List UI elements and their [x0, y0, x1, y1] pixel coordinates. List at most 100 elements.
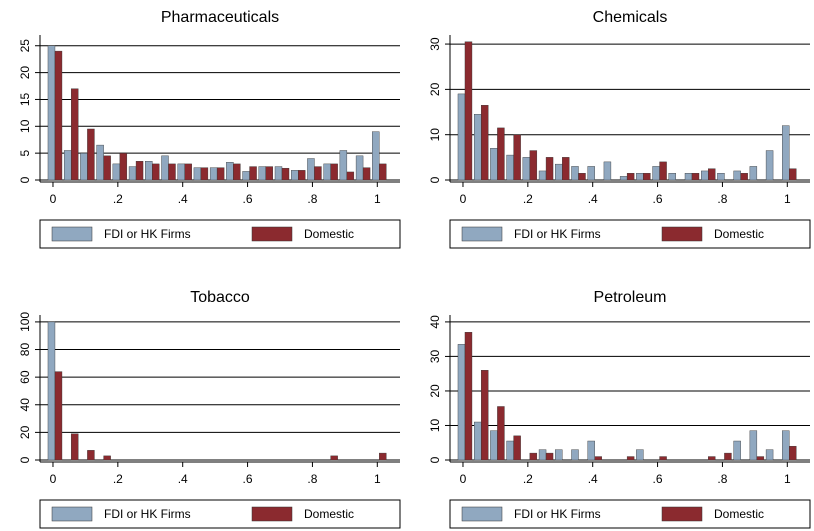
bar — [379, 452, 387, 461]
bar — [473, 421, 482, 461]
bar — [135, 161, 144, 181]
y-tick-label: 0 — [428, 456, 442, 463]
bar — [372, 131, 380, 181]
y-tick-label: 10 — [18, 119, 32, 133]
bar — [464, 332, 473, 461]
bar — [330, 455, 338, 461]
bar — [355, 155, 364, 181]
bar — [756, 456, 765, 461]
bar — [184, 163, 192, 181]
y-tick-label: 80 — [18, 343, 32, 357]
bar — [87, 450, 95, 461]
bar — [636, 449, 644, 461]
x-tick-label: .8 — [717, 472, 727, 486]
bar — [193, 167, 202, 181]
y-tick-label: 0 — [428, 176, 442, 183]
bar — [545, 157, 554, 181]
chart-title: Petroleum — [594, 289, 667, 306]
x-tick-label: .8 — [717, 192, 727, 206]
bar — [103, 455, 111, 461]
bar — [571, 449, 579, 461]
bar — [330, 163, 338, 181]
x-tick-label: 1 — [374, 472, 381, 486]
bar — [314, 166, 322, 181]
bar — [782, 125, 790, 181]
bar — [473, 114, 482, 181]
y-tick-label: 30 — [428, 37, 442, 51]
bar — [740, 173, 748, 181]
bar — [281, 167, 290, 181]
bar — [291, 170, 299, 181]
x-tick-label: .6 — [243, 472, 253, 486]
legend-label: FDI or HK Firms — [514, 507, 601, 521]
legend-box — [449, 219, 811, 249]
bar — [47, 321, 56, 461]
bar — [733, 170, 741, 181]
bar — [258, 166, 266, 181]
x-tick-label: .8 — [307, 192, 317, 206]
y-tick-label: 20 — [428, 82, 442, 96]
bar — [96, 144, 104, 181]
bar — [636, 173, 644, 181]
bar — [506, 440, 514, 461]
x-tick-label: .4 — [178, 192, 188, 206]
bar — [200, 167, 209, 181]
bar — [168, 163, 176, 181]
bar — [80, 152, 88, 181]
bar — [529, 452, 538, 461]
bar — [555, 449, 563, 461]
legend-swatch — [251, 226, 293, 242]
y-tick-label: 20 — [428, 384, 442, 398]
bar — [233, 163, 241, 181]
bar — [562, 157, 570, 181]
x-tick-label: 1 — [784, 472, 791, 486]
legend-swatch — [251, 506, 293, 522]
bar — [626, 456, 635, 461]
x-tick-label: .2 — [113, 192, 123, 206]
y-tick-label: 10 — [428, 418, 442, 432]
bar — [307, 158, 315, 181]
y-tick-label: 5 — [18, 149, 32, 156]
bar — [216, 167, 225, 181]
bar — [209, 167, 218, 181]
y-tick-label: 30 — [428, 349, 442, 363]
bar — [346, 171, 355, 181]
bar — [529, 150, 538, 181]
legend-label: FDI or HK Firms — [104, 507, 191, 521]
bar — [765, 150, 774, 181]
bar — [765, 449, 774, 461]
y-tick-label: 15 — [18, 92, 32, 106]
x-tick-label: .4 — [178, 472, 188, 486]
bar — [733, 440, 741, 461]
x-tick-label: .2 — [113, 472, 123, 486]
bar — [691, 173, 700, 181]
legend-label: Domestic — [304, 507, 354, 521]
chart-title: Tobacco — [190, 289, 250, 306]
x-tick-label: .4 — [588, 472, 598, 486]
x-tick-label: 1 — [374, 192, 381, 206]
bar — [587, 440, 595, 461]
x-tick-label: 0 — [50, 192, 57, 206]
bar — [513, 435, 521, 461]
legend-label: Domestic — [714, 227, 764, 241]
bar — [782, 430, 790, 461]
bar — [274, 166, 283, 181]
bar — [668, 173, 676, 181]
bar — [717, 173, 725, 181]
legend-swatch — [661, 226, 703, 242]
x-tick-label: .6 — [243, 192, 253, 206]
legend-swatch — [461, 226, 503, 242]
bar — [112, 163, 121, 181]
y-tick-label: 0 — [18, 176, 32, 183]
legend-label: FDI or HK Firms — [104, 227, 191, 241]
bar — [464, 41, 473, 181]
bar — [47, 45, 56, 181]
bar — [63, 150, 72, 181]
bar — [522, 157, 531, 181]
y-tick-label: 100 — [18, 312, 32, 332]
bar — [619, 176, 628, 181]
bar — [457, 344, 466, 461]
bar — [226, 162, 234, 181]
bar — [177, 163, 185, 181]
